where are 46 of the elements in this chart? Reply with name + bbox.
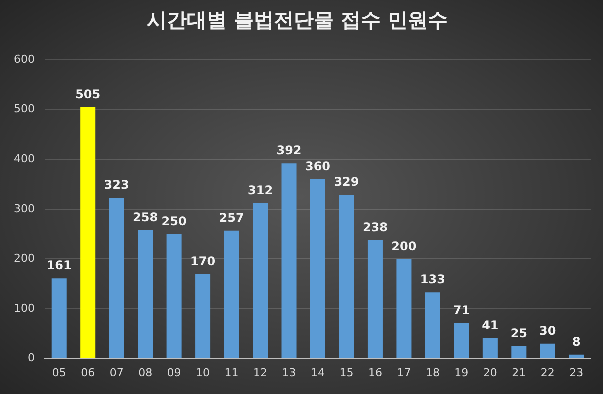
x-tick-label: 12	[254, 366, 268, 380]
x-tick-label: 16	[368, 366, 382, 380]
y-tick-label: 400	[14, 152, 35, 166]
x-tick-label: 07	[110, 366, 124, 380]
x-tick-label: 19	[454, 366, 469, 380]
x-tick-label: 21	[512, 366, 526, 380]
data-label: 257	[219, 210, 244, 225]
data-label: 360	[305, 160, 331, 174]
data-label: 30	[540, 324, 556, 338]
data-label: 8	[572, 334, 581, 349]
data-label: 250	[162, 214, 187, 228]
chart-title: 시간대별 불법전단물 접수 민원수	[147, 8, 448, 32]
data-label: 329	[334, 175, 360, 190]
x-tick-label: 15	[340, 366, 354, 380]
data-label: 323	[104, 178, 130, 192]
x-tick-label: 08	[138, 366, 153, 380]
x-tick-label: 18	[426, 366, 440, 380]
y-tick-label: 600	[14, 52, 35, 66]
data-label: 392	[276, 144, 302, 158]
y-tick-label: 300	[14, 202, 35, 216]
x-tick-label: 14	[311, 366, 325, 380]
x-tick-label: 09	[167, 366, 182, 380]
data-label: 258	[133, 210, 158, 224]
y-tick-label: 500	[14, 102, 35, 116]
data-label: 238	[362, 220, 388, 234]
data-label: 505	[76, 87, 101, 102]
data-label: 41	[482, 318, 499, 333]
x-tick-label: 23	[570, 366, 584, 380]
y-tick-label: 100	[14, 302, 35, 315]
data-label: 133	[420, 272, 446, 287]
data-label: 312	[248, 184, 274, 198]
x-tick-label: 13	[282, 366, 296, 380]
data-label: 170	[190, 254, 216, 268]
x-tick-label: 06	[81, 366, 96, 380]
x-tick-label: 22	[540, 366, 555, 380]
x-tick-label: 17	[397, 366, 412, 380]
x-tick-label: 10	[196, 366, 210, 380]
y-tick-label: 0	[28, 352, 35, 365]
y-tick-label: 200	[14, 252, 35, 266]
x-tick-label: 05	[52, 366, 66, 380]
data-label: 71	[453, 304, 470, 318]
data-label: 25	[510, 326, 528, 340]
data-label: 200	[392, 239, 417, 254]
x-tick-label: 11	[224, 366, 239, 380]
x-tick-label: 20	[483, 366, 498, 380]
data-label: 161	[46, 258, 72, 273]
